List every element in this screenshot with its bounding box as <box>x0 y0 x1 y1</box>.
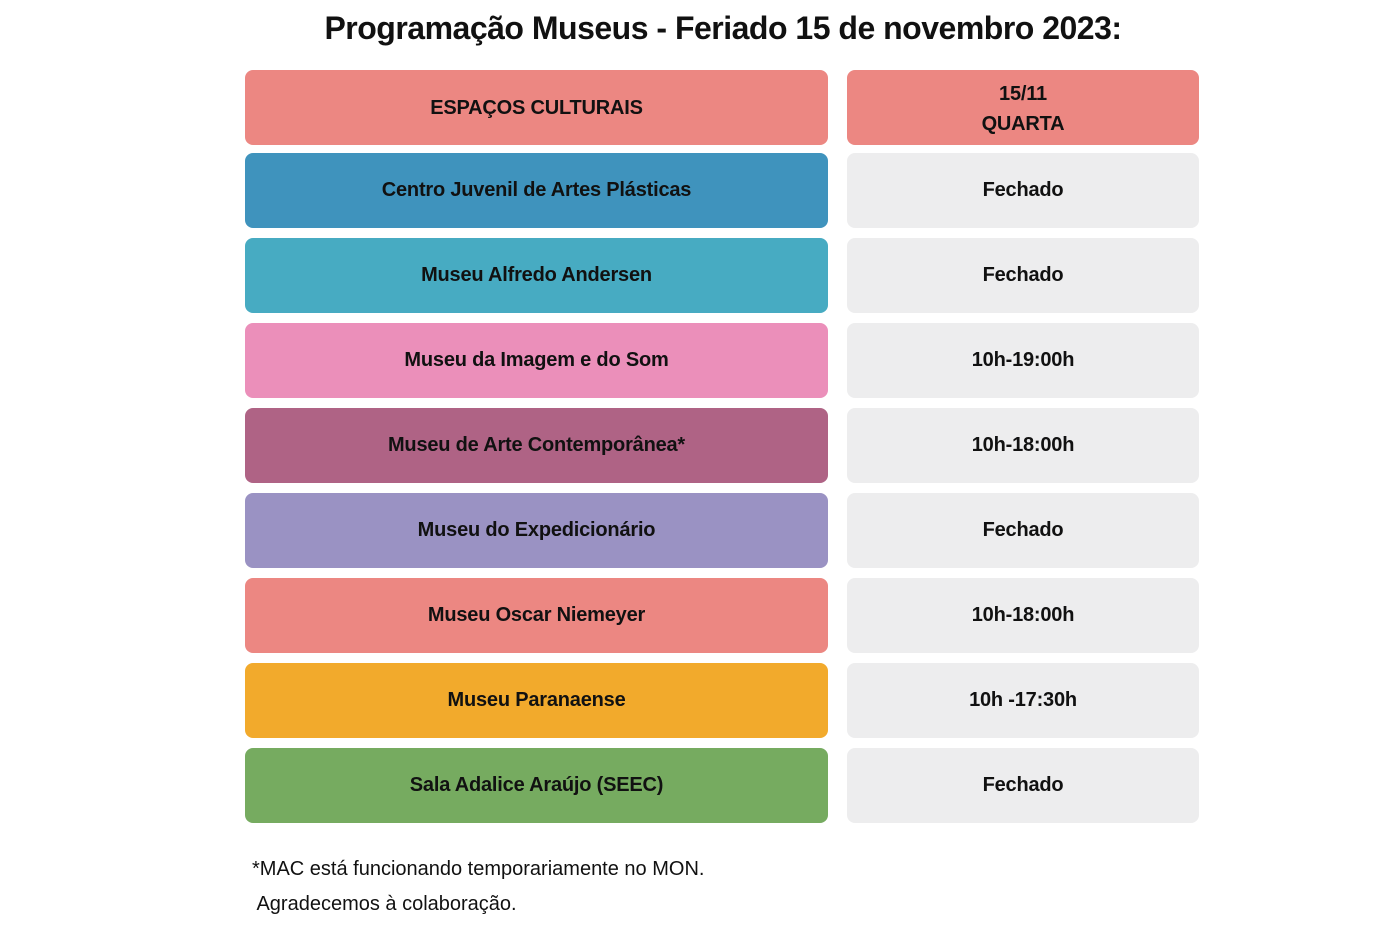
header-date-cell: 15/11 QUARTA <box>847 70 1199 145</box>
museum-name-cell: Museu do Expedicionário <box>245 493 828 568</box>
opening-hours-cell: 10h-18:00h <box>847 408 1199 483</box>
opening-hours: Fechado <box>982 519 1064 541</box>
museum-name-cell: Museu de Arte Contemporânea* <box>245 408 828 483</box>
museum-name: Museu Paranaense <box>447 689 626 711</box>
opening-hours-cell: Fechado <box>847 748 1199 823</box>
header-spaces-cell: ESPAÇOS CULTURAIS <box>245 70 828 145</box>
museum-name-cell: Museu Alfredo Andersen <box>245 238 828 313</box>
museum-name: Museu Oscar Niemeyer <box>427 604 646 626</box>
museum-name: Museu da Imagem e do Som <box>404 349 669 371</box>
museum-name-cell: Museu Paranaense <box>245 663 828 738</box>
museum-name: Museu de Arte Contemporânea* <box>387 434 686 456</box>
footnote-mac: *MAC está funcionando temporariamente no… <box>252 858 705 880</box>
opening-hours: 10h-18:00h <box>971 604 1075 626</box>
opening-hours-cell: Fechado <box>847 238 1199 313</box>
museum-name: Museu do Expedicionário <box>417 519 656 541</box>
opening-hours: Fechado <box>982 179 1064 201</box>
museum-name: Sala Adalice Araújo (SEEC) <box>409 774 664 796</box>
opening-hours: Fechado <box>982 264 1064 286</box>
opening-hours-cell: Fechado <box>847 493 1199 568</box>
footnote-thanks: Agradecemos à colaboração. <box>252 893 517 915</box>
opening-hours-cell: 10h -17:30h <box>847 663 1199 738</box>
museum-name-cell: Sala Adalice Araújo (SEEC) <box>245 748 828 823</box>
opening-hours: 10h-19:00h <box>971 349 1075 371</box>
page-title: Programação Museus - Feriado 15 de novem… <box>324 10 1122 46</box>
opening-hours: 10h -17:30h <box>969 689 1077 711</box>
museum-name-cell: Centro Juvenil de Artes Plásticas <box>245 153 828 228</box>
header-spaces-label: ESPAÇOS CULTURAIS <box>430 96 643 119</box>
header-date: 15/11 <box>999 82 1047 105</box>
museum-name-cell: Museu da Imagem e do Som <box>245 323 828 398</box>
opening-hours: 10h-18:00h <box>971 434 1075 456</box>
museum-name: Museu Alfredo Andersen <box>421 264 652 286</box>
opening-hours-cell: 10h-19:00h <box>847 323 1199 398</box>
opening-hours-cell: 10h-18:00h <box>847 578 1199 653</box>
museum-name-cell: Museu Oscar Niemeyer <box>245 578 828 653</box>
header-weekday: QUARTA <box>981 112 1065 135</box>
opening-hours: Fechado <box>982 774 1064 796</box>
museum-name: Centro Juvenil de Artes Plásticas <box>381 179 692 201</box>
opening-hours-cell: Fechado <box>847 153 1199 228</box>
